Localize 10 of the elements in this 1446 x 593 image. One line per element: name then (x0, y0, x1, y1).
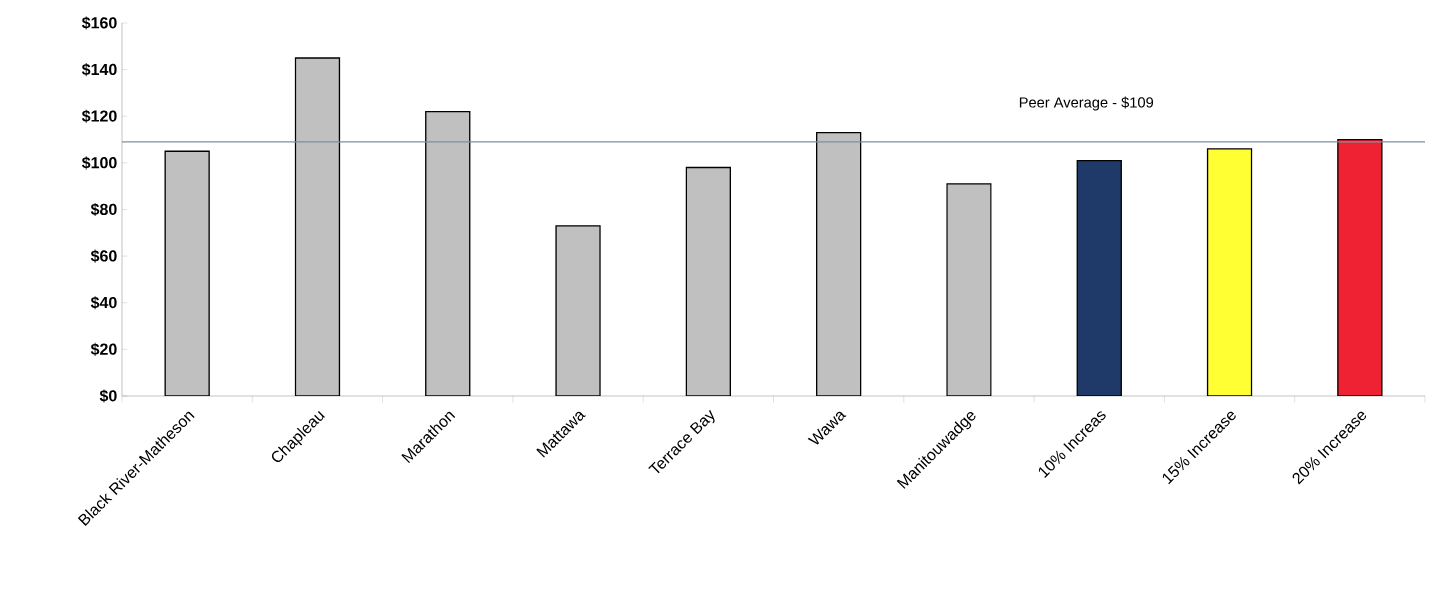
y-tick-label: $120 (81, 109, 117, 123)
y-tick-label: $60 (90, 249, 117, 263)
y-tick-label: $140 (81, 63, 117, 77)
ref-line-label: Peer Average - $109 (1019, 96, 1154, 111)
y-tick-label: $40 (90, 296, 117, 310)
y-tick-label: $160 (81, 16, 117, 30)
y-tick-label: $20 (90, 342, 117, 356)
y-tick-label: $80 (90, 202, 117, 217)
y-tick-label: $0 (99, 389, 117, 403)
y-tick-label: $100 (81, 156, 117, 170)
